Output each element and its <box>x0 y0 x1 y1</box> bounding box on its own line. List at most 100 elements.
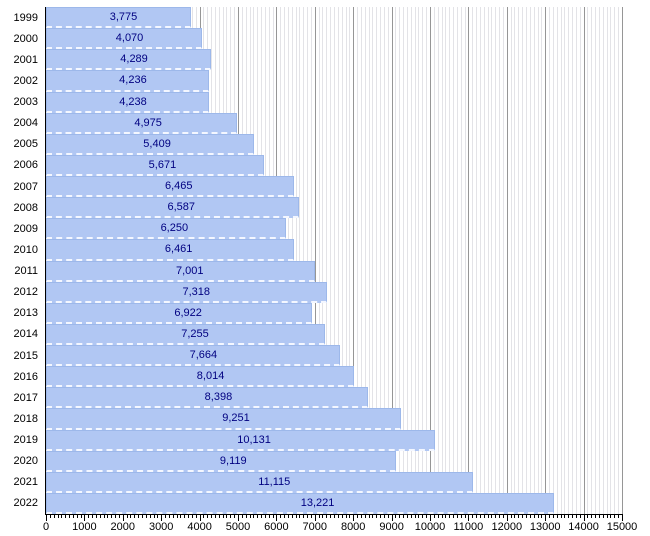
x-minor-tick <box>479 515 481 518</box>
x-minor-tick <box>476 515 478 518</box>
x-minor-tick <box>234 515 236 518</box>
x-minor-tick <box>241 515 243 518</box>
x-minor-tick <box>510 515 512 518</box>
x-tick-label: 7000 <box>302 521 328 533</box>
x-minor-tick <box>495 515 497 518</box>
year-label: 2014 <box>13 328 38 341</box>
x-minor-tick <box>526 515 527 518</box>
x-minor-tick <box>72 515 74 518</box>
bar: 5,409 <box>46 133 254 155</box>
gridline-minor <box>575 7 577 514</box>
bar-row: 4,070 <box>46 28 622 50</box>
gridline-minor <box>330 7 332 514</box>
bar-row: 4,236 <box>46 70 622 92</box>
x-minor-tick <box>618 515 620 518</box>
bar-value-label: 3,775 <box>109 11 138 23</box>
bar-value-label: 7,318 <box>182 285 211 298</box>
x-minor-tick <box>614 515 616 518</box>
gridline-major <box>506 7 508 514</box>
bar: 6,465 <box>46 176 295 198</box>
gridline-major <box>583 7 585 514</box>
year-label: 2008 <box>13 201 38 214</box>
gridline-minor <box>360 7 362 514</box>
bar-value-label: 8,398 <box>204 391 233 404</box>
x-minor-tick <box>188 515 190 518</box>
bar: 7,318 <box>46 281 327 303</box>
year-label: 2011 <box>14 265 38 278</box>
year-label: 2018 <box>13 412 38 425</box>
x-tick-label: 14000 <box>568 521 599 533</box>
gridline-minor <box>518 7 520 514</box>
x-minor-tick <box>76 515 78 518</box>
gridline-minor <box>541 7 543 514</box>
gridline-minor <box>422 7 424 514</box>
gridline-minor <box>476 7 478 514</box>
x-minor-tick <box>341 515 343 518</box>
x-minor-tick <box>172 515 174 518</box>
x-minor-tick <box>95 515 97 518</box>
x-tick-label: 11000 <box>453 521 484 533</box>
x-minor-tick <box>441 515 443 518</box>
x-minor-tick <box>487 515 489 518</box>
x-minor-tick <box>307 515 309 518</box>
x-minor-tick <box>138 515 140 518</box>
x-minor-tick <box>337 515 339 518</box>
x-minor-tick <box>49 515 51 518</box>
x-major-tick <box>506 515 508 521</box>
x-minor-tick <box>272 515 274 518</box>
x-minor-tick <box>103 515 105 518</box>
bar-value-label: 7,255 <box>181 327 209 340</box>
bar-value-label: 4,975 <box>134 116 162 129</box>
x-minor-tick <box>368 515 370 518</box>
year-label: 2016 <box>13 370 38 383</box>
bar-row: 6,465 <box>46 176 622 198</box>
x-minor-tick <box>433 515 435 518</box>
bar-row: 5,671 <box>46 154 622 176</box>
x-major-tick <box>353 515 355 521</box>
x-minor-tick <box>587 515 589 518</box>
x-minor-tick <box>165 515 167 518</box>
x-minor-tick <box>287 515 289 518</box>
x-major-tick <box>430 515 431 521</box>
bar-value-label: 11,115 <box>258 475 291 488</box>
x-minor-tick <box>591 515 593 518</box>
gridline-minor <box>598 7 600 514</box>
bar-value-label: 4,289 <box>120 53 148 66</box>
bar: 5,671 <box>46 154 264 176</box>
gridline-minor <box>522 7 524 514</box>
x-minor-tick <box>387 515 389 518</box>
bar: 6,250 <box>46 218 286 240</box>
x-minor-tick <box>249 515 251 518</box>
x-minor-tick <box>245 515 247 518</box>
x-minor-tick <box>222 515 224 518</box>
year-label: 2015 <box>13 349 38 362</box>
x-minor-tick <box>403 515 405 518</box>
x-minor-tick <box>568 515 570 518</box>
x-minor-tick <box>380 515 382 518</box>
x-minor-tick <box>184 515 186 518</box>
bar: 4,236 <box>46 70 209 92</box>
gridline-minor <box>433 7 435 514</box>
bar-row: 9,119 <box>46 450 622 472</box>
gridline-minor <box>426 7 428 514</box>
x-minor-tick <box>115 515 117 518</box>
gridline-minor <box>514 7 516 514</box>
gridline-minor <box>445 7 447 514</box>
bar-row: 6,461 <box>46 239 622 261</box>
x-major-tick <box>122 515 124 521</box>
bar-value-label: 6,922 <box>174 306 202 319</box>
gridline-minor <box>357 7 359 514</box>
x-minor-tick <box>499 515 501 518</box>
x-tick-label: 12000 <box>491 521 523 533</box>
bar-row: 9,251 <box>46 408 622 430</box>
gridline-minor <box>479 7 481 514</box>
bar-row: 3,775 <box>46 7 622 29</box>
x-minor-tick <box>322 515 324 518</box>
year-label: 2013 <box>13 307 38 320</box>
x-minor-tick <box>153 515 155 518</box>
bar-row: 10,131 <box>46 429 622 451</box>
gridline-minor <box>606 7 608 514</box>
gridline-minor <box>341 7 343 514</box>
x-minor-tick <box>226 515 228 518</box>
